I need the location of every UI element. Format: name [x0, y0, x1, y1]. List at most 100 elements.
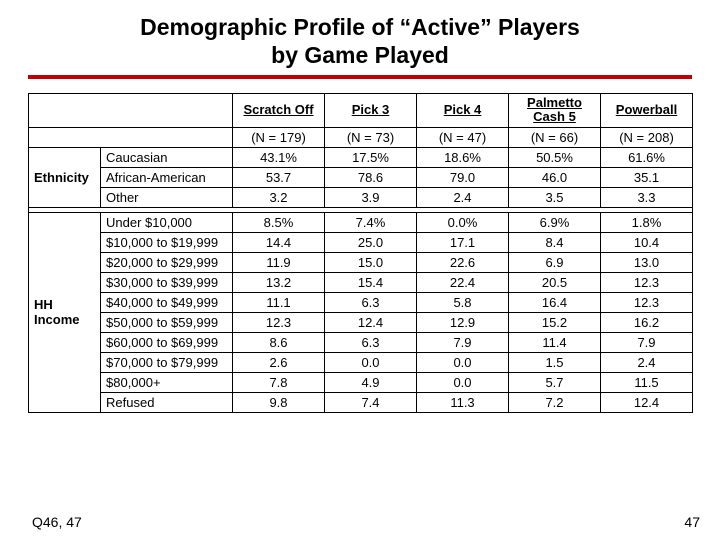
- table-row: $10,000 to $19,99914.425.017.18.410.4: [29, 232, 693, 252]
- cell-value: 15.4: [325, 272, 417, 292]
- cell-value: 2.6: [233, 352, 325, 372]
- cell-value: 17.1: [417, 232, 509, 252]
- col-header: Pick 3: [325, 94, 417, 128]
- cell-value: 22.4: [417, 272, 509, 292]
- table-row: $30,000 to $39,99913.215.422.420.512.3: [29, 272, 693, 292]
- table-row: $60,000 to $69,9998.66.37.911.47.9: [29, 332, 693, 352]
- cell-value: 5.8: [417, 292, 509, 312]
- cell-value: 17.5%: [325, 147, 417, 167]
- cell-value: 3.5: [509, 187, 601, 207]
- cell-value: 6.3: [325, 332, 417, 352]
- cell-value: 18.6%: [417, 147, 509, 167]
- cell-value: 78.6: [325, 167, 417, 187]
- cell-value: 7.4: [325, 392, 417, 412]
- stub-header: [29, 127, 233, 147]
- cell-value: 50.5%: [509, 147, 601, 167]
- cell-value: 7.4%: [325, 212, 417, 232]
- cell-value: 16.2: [601, 312, 693, 332]
- cell-value: 0.0: [417, 372, 509, 392]
- cell-value: 0.0: [417, 352, 509, 372]
- cell-value: 61.6%: [601, 147, 693, 167]
- cell-value: 6.9%: [509, 212, 601, 232]
- title-line-1: Demographic Profile of “Active” Players: [140, 14, 580, 40]
- cell-value: 79.0: [417, 167, 509, 187]
- table-row: $40,000 to $49,99911.16.35.816.412.3: [29, 292, 693, 312]
- footer-question-ref: Q46, 47: [32, 514, 82, 530]
- col-header: Palmetto Cash 5: [509, 94, 601, 128]
- col-n: (N = 47): [417, 127, 509, 147]
- cell-value: 1.5: [509, 352, 601, 372]
- table-row: $80,000+7.84.90.05.711.5: [29, 372, 693, 392]
- table-row: Other3.23.92.43.53.3: [29, 187, 693, 207]
- cell-value: 35.1: [601, 167, 693, 187]
- cell-value: 12.4: [601, 392, 693, 412]
- cell-value: 10.4: [601, 232, 693, 252]
- col-n: (N = 66): [509, 127, 601, 147]
- table-row: HH IncomeUnder $10,0008.5%7.4%0.0%6.9%1.…: [29, 212, 693, 232]
- cell-value: 5.7: [509, 372, 601, 392]
- cell-value: 3.9: [325, 187, 417, 207]
- cell-value: 7.2: [509, 392, 601, 412]
- table-row: $50,000 to $59,99912.312.412.915.216.2: [29, 312, 693, 332]
- cell-value: 16.4: [509, 292, 601, 312]
- cell-value: 20.5: [509, 272, 601, 292]
- col-n: (N = 73): [325, 127, 417, 147]
- data-table: Scratch Off Pick 3 Pick 4 Palmetto Cash …: [28, 93, 693, 413]
- table-row: African-American53.778.679.046.035.1: [29, 167, 693, 187]
- stub-header: [29, 94, 233, 128]
- cell-value: 9.8: [233, 392, 325, 412]
- table-row: $70,000 to $79,9992.60.00.01.52.4: [29, 352, 693, 372]
- cell-value: 2.4: [601, 352, 693, 372]
- cell-value: 0.0%: [417, 212, 509, 232]
- cell-value: 11.9: [233, 252, 325, 272]
- row-label: $60,000 to $69,999: [101, 332, 233, 352]
- row-label: Caucasian: [101, 147, 233, 167]
- table-row: EthnicityCaucasian43.1%17.5%18.6%50.5%61…: [29, 147, 693, 167]
- cell-value: 15.0: [325, 252, 417, 272]
- col-header: Scratch Off: [233, 94, 325, 128]
- col-header: Pick 4: [417, 94, 509, 128]
- cell-value: 14.4: [233, 232, 325, 252]
- cell-value: 11.5: [601, 372, 693, 392]
- cell-value: 46.0: [509, 167, 601, 187]
- row-label: Other: [101, 187, 233, 207]
- row-label: Refused: [101, 392, 233, 412]
- row-label: $70,000 to $79,999: [101, 352, 233, 372]
- section-heading: HH Income: [29, 212, 101, 412]
- col-n: (N = 208): [601, 127, 693, 147]
- cell-value: 3.2: [233, 187, 325, 207]
- col-header: Powerball: [601, 94, 693, 128]
- cell-value: 7.8: [233, 372, 325, 392]
- cell-value: 7.9: [601, 332, 693, 352]
- col-n: (N = 179): [233, 127, 325, 147]
- cell-value: 12.3: [601, 292, 693, 312]
- cell-value: 2.4: [417, 187, 509, 207]
- cell-value: 12.3: [233, 312, 325, 332]
- footer-page-number: 47: [684, 514, 700, 530]
- accent-bar: [28, 75, 692, 79]
- cell-value: 12.9: [417, 312, 509, 332]
- cell-value: 11.3: [417, 392, 509, 412]
- title-line-2: by Game Played: [271, 42, 449, 68]
- cell-value: 12.3: [601, 272, 693, 292]
- row-label: Under $10,000: [101, 212, 233, 232]
- row-label: $80,000+: [101, 372, 233, 392]
- cell-value: 13.2: [233, 272, 325, 292]
- cell-value: 4.9: [325, 372, 417, 392]
- row-label: $40,000 to $49,999: [101, 292, 233, 312]
- row-label: $50,000 to $59,999: [101, 312, 233, 332]
- row-label: $10,000 to $19,999: [101, 232, 233, 252]
- cell-value: 8.5%: [233, 212, 325, 232]
- cell-value: 13.0: [601, 252, 693, 272]
- cell-value: 6.9: [509, 252, 601, 272]
- slide: Demographic Profile of “Active” Players …: [0, 0, 720, 540]
- section-heading: Ethnicity: [29, 147, 101, 207]
- cell-value: 11.1: [233, 292, 325, 312]
- cell-value: 15.2: [509, 312, 601, 332]
- cell-value: 7.9: [417, 332, 509, 352]
- header-row-names: Scratch Off Pick 3 Pick 4 Palmetto Cash …: [29, 94, 693, 128]
- cell-value: 53.7: [233, 167, 325, 187]
- cell-value: 11.4: [509, 332, 601, 352]
- cell-value: 3.3: [601, 187, 693, 207]
- slide-title: Demographic Profile of “Active” Players …: [28, 14, 692, 69]
